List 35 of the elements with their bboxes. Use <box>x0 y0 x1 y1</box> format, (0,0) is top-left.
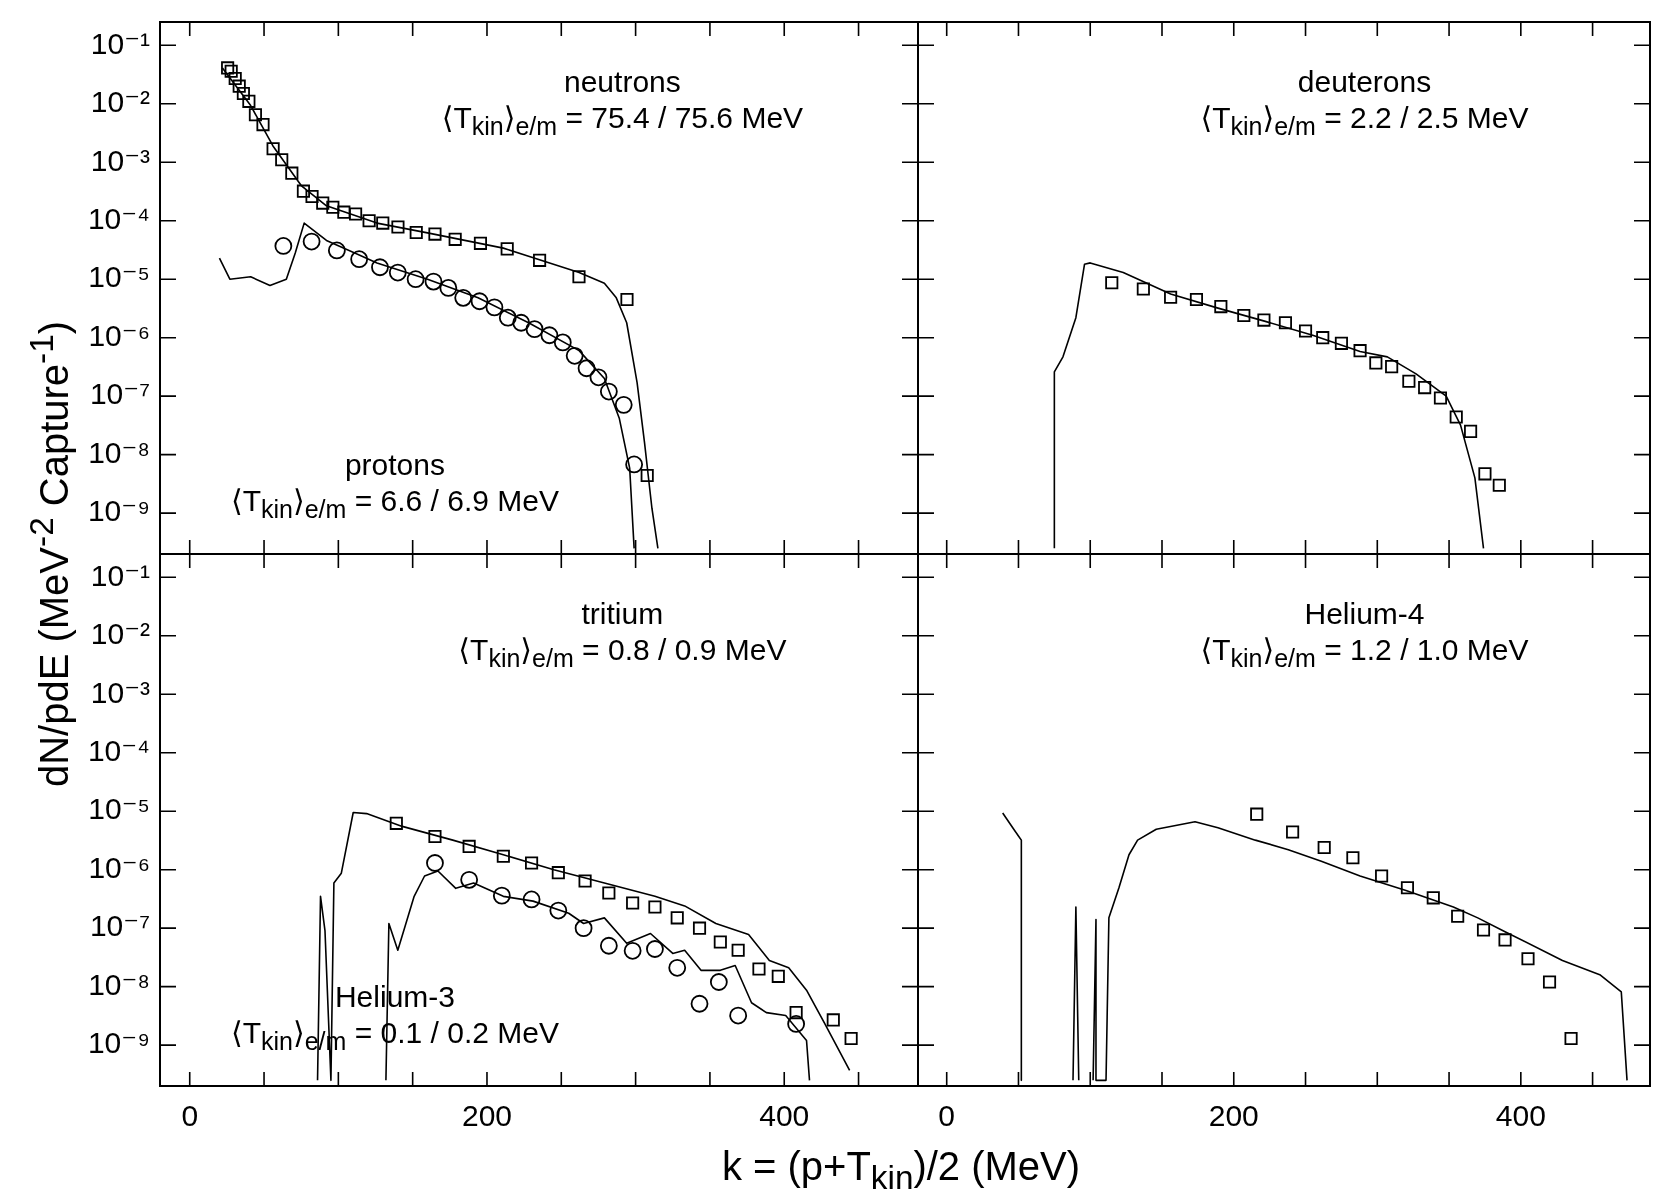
annotation: ⟨T$_{kin}$⟩$_{e/m}$ = 6.6 / 6.9 MeV <box>230 483 559 525</box>
y-tick-label: 10⁻¹ <box>90 26 150 60</box>
annotation: deuterons <box>1297 64 1432 99</box>
y-tick-label: 10⁻⁷ <box>89 377 150 411</box>
y-tick-label: 10⁻⁹ <box>87 1026 150 1060</box>
y-tick-label: 10⁻⁶ <box>88 318 150 352</box>
y-tick-label: 10⁻² <box>90 85 150 119</box>
y-tick-label: 10⁻³ <box>90 143 150 177</box>
y-tick-label: 10⁻⁵ <box>88 792 150 826</box>
annotation: tritium <box>581 596 664 631</box>
y-tick-label: 10⁻⁴ <box>87 733 150 767</box>
x-tick-label: 400 <box>759 1099 810 1133</box>
annotation: neutrons <box>564 64 681 99</box>
y-tick-label: 10⁻⁸ <box>88 435 150 469</box>
y-tick-label: 10⁻⁵ <box>88 260 150 294</box>
x-tick-label: 0 <box>938 1099 956 1133</box>
x-axis-title: k = (p+T$_{kin}$)/2 (MeV) <box>721 1144 1081 1190</box>
annotation: ⟨T$_{kin}$⟩$_{e/m}$ = 2.2 / 2.5 MeV <box>1200 100 1529 142</box>
y-tick-label: 10⁻⁸ <box>88 967 150 1001</box>
x-tick-label: 200 <box>1208 1099 1259 1133</box>
y-tick-label: 10⁻⁴ <box>87 201 150 235</box>
annotation: ⟨T$_{kin}$⟩$_{e/m}$ = 75.4 / 75.6 MeV <box>441 100 804 142</box>
x-tick-label: 200 <box>461 1099 513 1133</box>
annotation: ⟨T$_{kin}$⟩$_{e/m}$ = 0.8 / 0.9 MeV <box>458 632 787 674</box>
y-tick-label: 10⁻² <box>90 617 150 651</box>
y-tick-label: 10⁻³ <box>90 675 150 709</box>
y-tick-label: 10⁻¹ <box>90 558 150 592</box>
y-tick-label: 10⁻⁶ <box>88 850 150 884</box>
y-tick-label: 10⁻⁹ <box>87 494 150 528</box>
y-tick-label: 10⁻⁷ <box>89 909 150 943</box>
x-tick-label: 0 <box>181 1099 199 1133</box>
x-tick-label: 400 <box>1495 1099 1546 1133</box>
annotation: ⟨T$_{kin}$⟩$_{e/m}$ = 1.2 / 1.0 MeV <box>1200 632 1529 674</box>
annotation: Helium-4 <box>1304 596 1425 631</box>
annotation: protons <box>344 447 446 482</box>
